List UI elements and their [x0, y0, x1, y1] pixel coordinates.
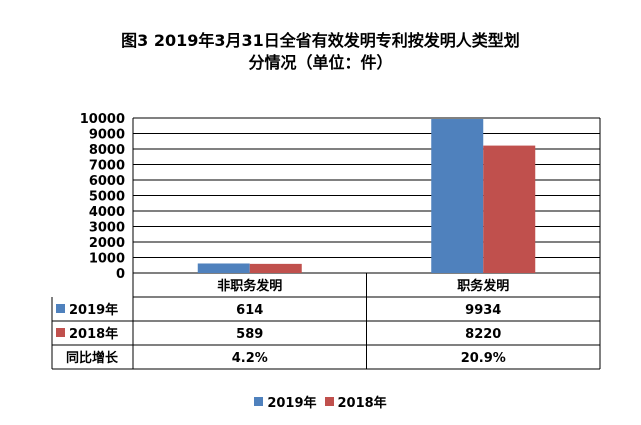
y-tick-label: 9000 [89, 128, 125, 143]
data-value: 614 [236, 303, 263, 318]
y-tick-label: 1000 [89, 252, 125, 267]
table-series-name: 2018年 [69, 326, 118, 342]
y-tick-label: 2000 [89, 236, 125, 251]
table-series-name: 2019年 [69, 302, 118, 318]
y-tick-label: 6000 [89, 174, 125, 189]
bar-2019-0 [197, 263, 250, 273]
growth-row-label: 同比增长 [66, 350, 119, 366]
bar-2019-1 [431, 119, 484, 273]
data-value: 589 [236, 327, 263, 342]
y-tick-label: 5000 [89, 190, 125, 205]
bar-2018-0 [249, 263, 302, 273]
legend-label-2019: 2019年 [267, 396, 317, 411]
table-legend-key [56, 328, 65, 337]
data-value: 9934 [465, 303, 501, 318]
y-tick-label: 10000 [80, 112, 125, 127]
y-tick-label: 7000 [89, 159, 125, 174]
y-tick-label: 8000 [89, 143, 125, 158]
category-label: 职务发明 [457, 278, 509, 294]
category-label: 非职务发明 [217, 278, 282, 294]
growth-value: 4.2% [232, 351, 268, 366]
chart-title-line1: 图3 2019年3月31日全省有效发明专利按发明人类型划 [121, 31, 520, 50]
legend-swatch-2019 [254, 397, 264, 406]
growth-value: 20.9% [461, 351, 506, 366]
data-value: 8220 [465, 327, 501, 342]
chart-title-line2: 分情况（单位：件） [248, 53, 393, 72]
legend-item-2018: 2018年 [324, 392, 387, 411]
legend: 2019年 2018年 [0, 392, 641, 411]
legend-swatch-2018 [324, 397, 334, 406]
y-tick-label: 0 [116, 267, 125, 282]
legend-label-2018: 2018年 [337, 396, 387, 411]
y-tick-label: 3000 [89, 221, 125, 236]
y-tick-label: 4000 [89, 205, 125, 220]
legend-item-2019: 2019年 [254, 392, 317, 411]
table-legend-key [56, 304, 65, 313]
bar-2018-1 [483, 145, 536, 273]
